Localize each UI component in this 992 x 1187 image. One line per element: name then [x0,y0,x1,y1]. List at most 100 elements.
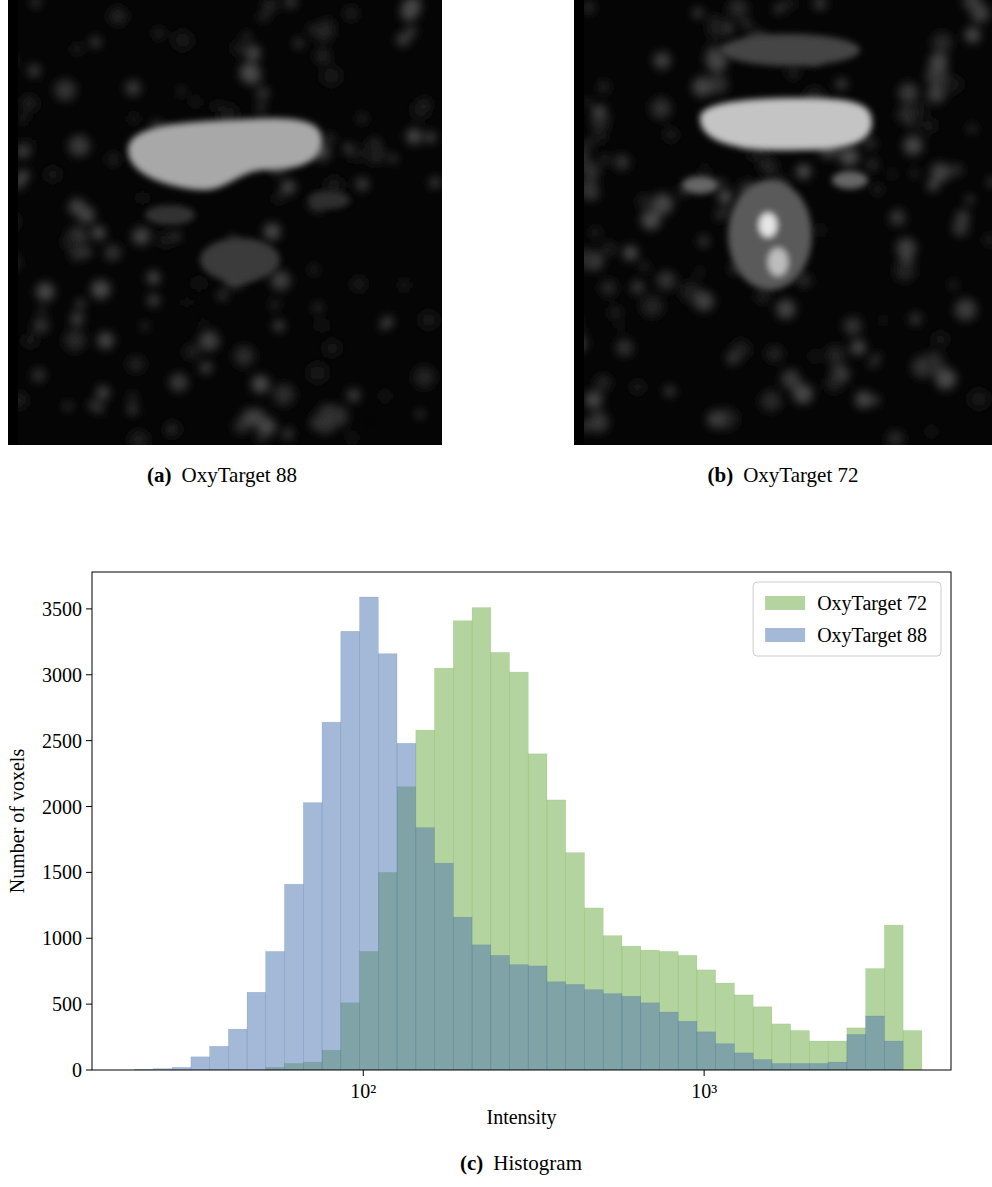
image-speckle [985,235,992,245]
histogram-bar [360,597,379,1070]
image-texture [8,0,441,445]
image-speckle [256,410,265,419]
image-structures [128,118,350,282]
image-speckle [271,271,291,291]
histogram-bar [491,955,510,1070]
image-speckle [28,64,41,77]
image-structure [728,180,812,290]
image-structure [700,98,872,150]
image-speckle [324,339,341,356]
image-speckle [234,346,255,367]
histogram-bar [866,1016,885,1070]
image-speckle [825,345,845,365]
image-speckle [700,166,709,175]
histogram-bar [847,1028,866,1070]
image-speckle [240,62,261,83]
image-speckle [357,114,366,123]
mri-image [574,0,992,445]
image-speckle [109,7,127,25]
histogram-bar [228,1029,247,1070]
y-axis-title: Number of voxels [6,749,28,894]
image-speckle [172,232,181,241]
image-speckle [313,303,322,312]
image-speckle [199,318,206,325]
image-speckle [894,260,915,281]
histogram-bar [697,970,716,1070]
image-speckle [909,313,921,325]
image-speckle [125,80,141,96]
image-speckle [756,289,770,303]
image-speckle [698,236,709,247]
image-speckle [319,19,335,35]
y-tick [86,1070,92,1071]
image-speckle [897,105,916,124]
histogram-bar [303,803,322,1070]
image-speckle [987,178,992,187]
histogram-bar [322,722,341,1070]
image-speckle [72,44,82,54]
image-speckle [76,299,86,309]
y-tick [86,740,92,741]
image-structure [682,176,718,194]
image-speckle [880,318,886,324]
image-structure [200,238,280,282]
histogram-bar [378,654,397,1070]
image-speckle [796,164,811,179]
image-speckle [973,4,990,21]
image-speckle [255,432,267,444]
image-speckle [887,431,903,445]
image-speckle [864,138,875,149]
image-speckle [588,177,597,186]
image-speckle [273,384,295,406]
image-speckle [600,123,609,132]
image-speckle [389,155,397,163]
histogram-bar [716,1044,735,1070]
image-speckle [692,77,712,97]
image-speckle [367,418,374,425]
image-speckle [274,320,285,331]
image-speckle [33,318,48,333]
image-speckle [783,0,796,10]
image-speckle [419,311,438,330]
image-speckle [914,103,928,117]
image-speckle [403,0,421,15]
image-speckle [309,266,318,275]
histogram-bar [584,908,603,1070]
image-speckle [264,223,281,240]
image-structure [759,213,777,237]
image-speckle [717,179,724,186]
image-speckle [380,322,388,330]
image-speckle [183,299,190,306]
image-speckle [760,391,781,412]
image-speckle [927,180,939,192]
image-speckle [707,410,725,428]
histogram-bar [509,672,528,1070]
image-speckle [406,128,422,144]
y-tick [86,608,92,609]
image-structures [682,34,872,290]
image-speckle [128,393,137,402]
image-speckle [91,280,110,299]
image-speckle [128,405,138,415]
image-speckle [344,144,353,153]
image-speckle [583,139,592,148]
image-speckle [92,226,106,240]
image-speckle [294,38,304,48]
image-background [8,0,442,445]
image-speckle [589,191,597,199]
image-speckle [157,232,174,249]
image-speckle [631,380,644,393]
image-edge [8,0,18,445]
image-speckle [232,42,245,55]
image-speckle [64,329,86,351]
image-speckle [774,5,782,13]
histogram-bar [828,1062,847,1070]
image-speckle [321,66,342,87]
bars [134,597,922,1070]
image-speckle [282,428,294,440]
histogram-bar [584,990,603,1070]
histogram-bar [678,1021,697,1070]
histogram-bar [247,992,266,1070]
panel-caption-text: Histogram [493,1151,582,1175]
histogram-bar [603,994,622,1070]
